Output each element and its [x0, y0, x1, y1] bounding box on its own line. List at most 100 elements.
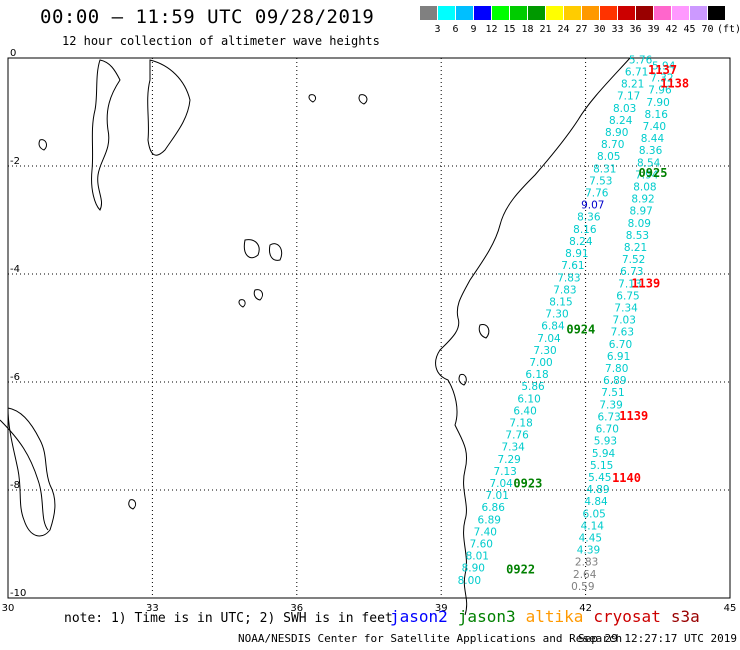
mafia-island [478, 323, 490, 339]
x-tick-label: 30 [2, 603, 15, 614]
wave-height-label: 6.91 [607, 351, 630, 363]
mozambique-coast [0, 419, 49, 531]
wave-height-label: 8.16 [645, 109, 669, 121]
wave-height-label: 7.76 [505, 430, 529, 442]
axis-ticks: 30 33 36 39 42 45 0 -2 -4 -6 -8 -10 [2, 48, 737, 614]
east-africa-coast-west [91, 59, 121, 211]
track-time-label: 1138 [660, 77, 689, 91]
scale-label: 21 [539, 24, 552, 35]
wave-height-label: 2.83 [575, 557, 598, 569]
track-time-label: 1139 [619, 409, 648, 423]
wave-height-label: 7.83 [553, 284, 576, 296]
wave-height-label: 8.70 [601, 139, 624, 151]
small-island-5 [38, 139, 48, 151]
wave-height-label: 4.45 [579, 532, 602, 544]
wave-height-label: 6.75 [616, 290, 639, 302]
wave-height-label: 8.97 [629, 206, 652, 218]
wave-height-label: 8.24 [569, 236, 593, 248]
satellite-legend-item: cryosat [593, 607, 661, 626]
scale-swatch [672, 6, 689, 20]
track-time-label: 0922 [506, 563, 535, 577]
scale-label: 33 [611, 24, 624, 35]
x-tick-label: 42 [579, 603, 592, 614]
scale-label: 3 [434, 24, 441, 35]
wave-height-label: 2.64 [573, 569, 597, 581]
y-tick-label: -8 [10, 480, 20, 491]
wave-height-label: 4.89 [586, 484, 609, 496]
wave-height-label: 8.05 [597, 151, 620, 163]
scale-label: 36 [629, 24, 642, 35]
wave-height-label: 7.30 [545, 309, 568, 321]
wave-height-label: 5.45 [588, 472, 611, 484]
wave-height-label: 7.96 [648, 85, 672, 97]
wave-height-label: 8.00 [458, 575, 481, 587]
wave-height-label: 7.00 [529, 357, 552, 369]
x-tick-label: 39 [435, 603, 448, 614]
scale-swatch [564, 6, 581, 20]
small-island-7 [458, 373, 467, 386]
scale-label: 12 [485, 24, 498, 35]
wave-height-label: 8.15 [549, 296, 572, 308]
wave-height-label: 8.16 [573, 224, 597, 236]
wave-height-label: 7.61 [561, 260, 584, 272]
wave-height-label: 6.89 [478, 514, 501, 526]
wave-height-label: 4.39 [577, 545, 600, 557]
y-tick-label: -2 [10, 156, 20, 167]
wave-height-label: 6.05 [582, 508, 605, 520]
scale-swatch [636, 6, 653, 20]
scale-swatch [420, 6, 437, 20]
scale-swatch [708, 6, 725, 20]
wave-height-label: 4.14 [581, 520, 605, 532]
wave-height-label: 8.92 [631, 194, 654, 206]
scale-swatch [690, 6, 707, 20]
scale-swatch [510, 6, 527, 20]
scale-label: 24 [557, 24, 570, 35]
scale-label: 9 [470, 24, 477, 35]
scale-swatch [618, 6, 635, 20]
scale-unit: (ft) [716, 24, 740, 35]
wave-height-label: 7.51 [601, 387, 624, 399]
wave-height-label: 7.34 [614, 303, 638, 315]
wave-height-label: 8.91 [565, 248, 588, 260]
wave-height-label: 7.39 [599, 399, 622, 411]
scale-swatch [492, 6, 509, 20]
note-text: note: 1) Time is in UTC; 2) SWH is in fe… [64, 611, 393, 626]
y-tick-label: -4 [10, 264, 20, 275]
page-title: 00:00 – 11:59 UTC 09/28/2019 [40, 6, 375, 28]
scale-swatch [654, 6, 671, 20]
somalia-coast [435, 57, 631, 616]
track-time-label: 0925 [639, 166, 668, 180]
wave-height-label: 5.94 [652, 60, 676, 72]
lake-coast [147, 59, 191, 156]
scale-swatch [600, 6, 617, 20]
wave-height-label: 8.09 [628, 218, 651, 230]
wave-height-label: 8.53 [626, 230, 649, 242]
scale-swatch [456, 6, 473, 20]
scale-label: 30 [593, 24, 606, 35]
wave-height-label: 4.84 [584, 496, 608, 508]
scale-swatch [528, 6, 545, 20]
wave-height-label: 7.94 [635, 169, 659, 181]
wave-height-label: 5.86 [521, 381, 545, 393]
scale-swatch [546, 6, 563, 20]
small-island-4 [308, 94, 317, 103]
wave-height-label: 8.90 [605, 127, 628, 139]
page-subtitle: 12 hour collection of altimeter wave hei… [62, 34, 380, 48]
track-time-label: 1137 [648, 63, 677, 77]
wave-height-label: 7.40 [643, 121, 666, 133]
wave-height-label: 6.70 [609, 339, 632, 351]
wave-height-label: 8.21 [621, 79, 644, 91]
small-island-6 [128, 499, 137, 510]
coastline [0, 57, 631, 616]
wave-height-label: 7.04 [489, 478, 513, 490]
zanzibar-island [243, 239, 260, 259]
wave-height-label: 9.07 [581, 200, 604, 212]
wave-height-label: 7.13 [493, 466, 516, 478]
satellite-legend: jason2 jason3 altika cryosat s3a [390, 607, 710, 626]
satellite-legend-item: jason3 [457, 607, 516, 626]
wave-height-label: 7.80 [605, 363, 628, 375]
wave-height-label: 8.31 [593, 163, 616, 175]
x-tick-label: 36 [290, 603, 303, 614]
x-tick-label: 33 [146, 603, 159, 614]
wave-height-label: 7.40 [474, 526, 497, 538]
